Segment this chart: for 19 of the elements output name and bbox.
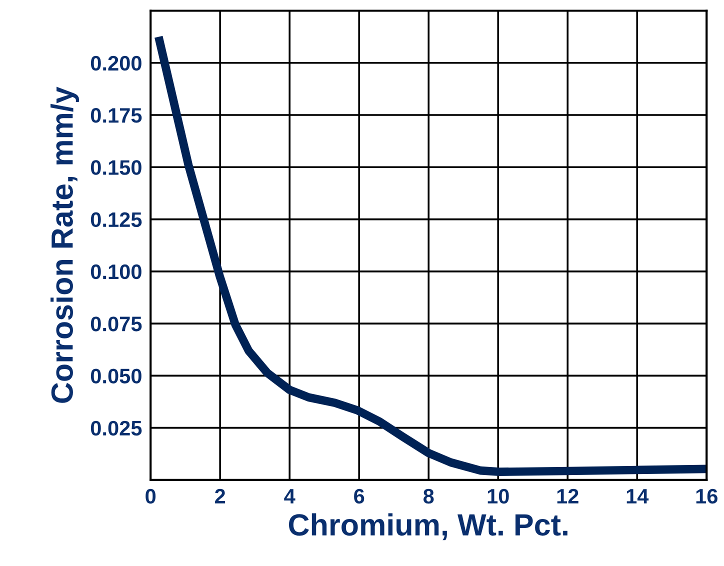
x-tick-label: 8 bbox=[423, 488, 434, 504]
y-tick-label: 0.125 bbox=[90, 212, 142, 228]
x-tick-label: 16 bbox=[696, 488, 718, 504]
x-tick-label: 2 bbox=[215, 488, 226, 504]
y-tick-label: 0.200 bbox=[90, 56, 142, 71]
x-tick-label: 0 bbox=[146, 488, 156, 504]
x-axis-title: Chromium, Wt. Pct. bbox=[288, 513, 568, 540]
y-tick-label: 0.150 bbox=[90, 160, 142, 175]
y-tick-label: 0.050 bbox=[90, 368, 142, 384]
x-tick-label: 6 bbox=[354, 488, 364, 504]
x-tick-label: 14 bbox=[626, 489, 649, 504]
y-tick-label: 0.100 bbox=[90, 264, 142, 280]
y-axis-title: Corrosion Rate, mm/y bbox=[50, 86, 80, 403]
x-tick-label: 4 bbox=[284, 489, 296, 504]
y-tick-label: 0.175 bbox=[90, 108, 142, 123]
y-tick-label: 0.025 bbox=[90, 420, 142, 436]
y-tick-label: 0.075 bbox=[90, 316, 142, 332]
x-tick-label: 12 bbox=[557, 488, 578, 504]
x-tick-label: 10 bbox=[488, 488, 509, 504]
